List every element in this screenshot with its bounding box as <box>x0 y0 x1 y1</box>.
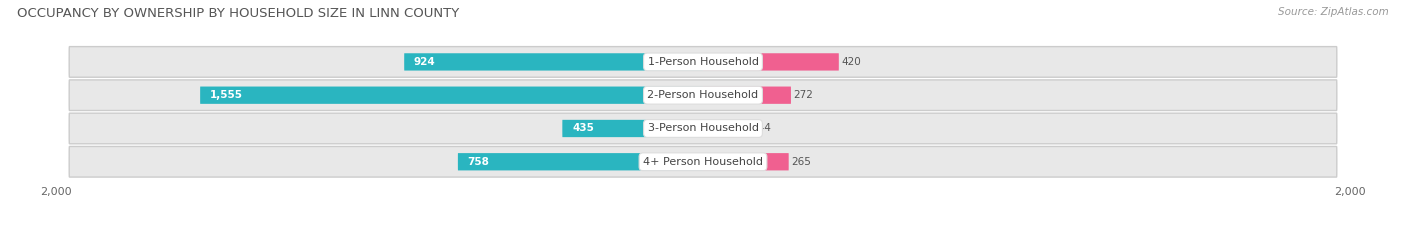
Text: Source: ZipAtlas.com: Source: ZipAtlas.com <box>1278 7 1389 17</box>
Text: 1-Person Household: 1-Person Household <box>648 57 758 67</box>
Text: 435: 435 <box>572 123 593 134</box>
Legend: Owner-occupied, Renter-occupied: Owner-occupied, Renter-occupied <box>581 230 825 233</box>
Text: 265: 265 <box>792 157 811 167</box>
FancyBboxPatch shape <box>69 147 1337 177</box>
FancyBboxPatch shape <box>703 86 792 104</box>
Text: 758: 758 <box>468 157 489 167</box>
Text: 924: 924 <box>413 57 436 67</box>
FancyBboxPatch shape <box>200 86 703 104</box>
Text: 3-Person Household: 3-Person Household <box>648 123 758 134</box>
Text: OCCUPANCY BY OWNERSHIP BY HOUSEHOLD SIZE IN LINN COUNTY: OCCUPANCY BY OWNERSHIP BY HOUSEHOLD SIZE… <box>17 7 460 20</box>
FancyBboxPatch shape <box>703 53 839 71</box>
Text: 1,555: 1,555 <box>209 90 243 100</box>
Text: 420: 420 <box>841 57 860 67</box>
Text: 4+ Person Household: 4+ Person Household <box>643 157 763 167</box>
FancyBboxPatch shape <box>69 47 1337 77</box>
FancyBboxPatch shape <box>703 120 749 137</box>
FancyBboxPatch shape <box>69 113 1337 144</box>
FancyBboxPatch shape <box>404 53 703 71</box>
FancyBboxPatch shape <box>458 153 703 170</box>
FancyBboxPatch shape <box>69 80 1337 110</box>
Text: 144: 144 <box>752 123 772 134</box>
Text: 2-Person Household: 2-Person Household <box>647 90 759 100</box>
FancyBboxPatch shape <box>562 120 703 137</box>
Text: 272: 272 <box>793 90 814 100</box>
FancyBboxPatch shape <box>703 153 789 170</box>
